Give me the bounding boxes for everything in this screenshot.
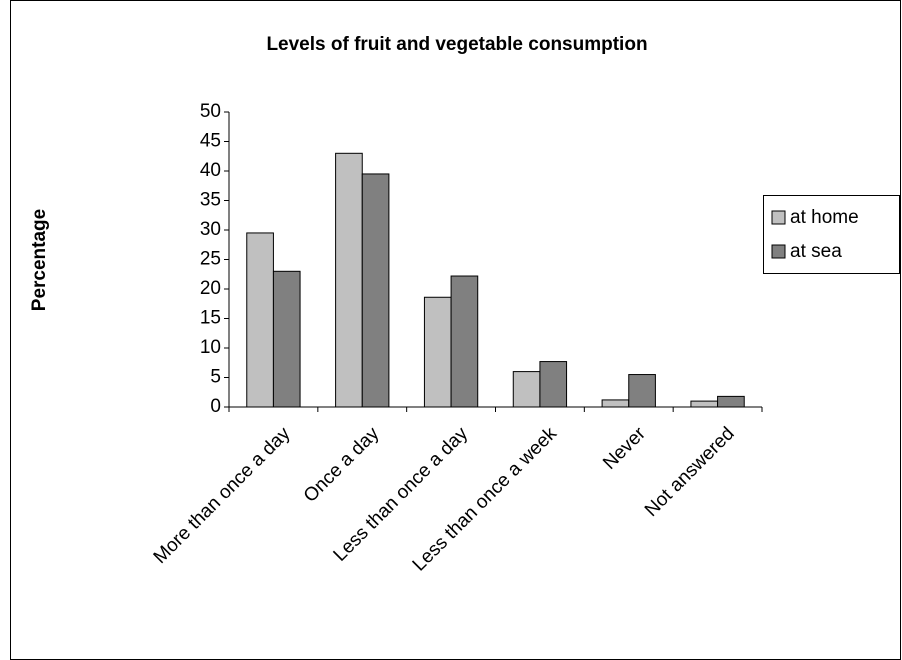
legend-swatch <box>771 210 786 225</box>
y-tick-label: 35 <box>200 190 221 211</box>
y-tick-label: 30 <box>200 219 221 240</box>
y-tick-label: 15 <box>200 308 221 329</box>
chart-title: Levels of fruit and vegetable consumptio… <box>266 34 647 55</box>
bar <box>272 270 301 408</box>
bar <box>717 395 745 408</box>
y-tick-label: 10 <box>200 337 221 358</box>
legend-label: at sea <box>790 241 842 262</box>
y-tick-label: 50 <box>200 101 221 122</box>
bar <box>601 399 630 408</box>
legend-swatch <box>771 244 786 259</box>
y-tick-label: 40 <box>200 160 221 181</box>
bar <box>361 173 390 408</box>
legend-box <box>763 195 900 274</box>
bar <box>246 232 274 408</box>
bar <box>450 275 479 408</box>
bar <box>539 361 568 408</box>
y-axis-label: Percentage <box>29 209 50 311</box>
bar <box>335 152 363 408</box>
y-tick-label: 5 <box>210 367 221 388</box>
bar <box>628 374 656 408</box>
y-tick-label: 45 <box>200 131 221 152</box>
bar <box>512 371 541 408</box>
y-tick-label: 25 <box>200 249 221 270</box>
bar <box>423 296 452 408</box>
y-tick-label: 0 <box>210 396 221 417</box>
bar <box>690 400 719 408</box>
y-tick-label: 20 <box>200 278 221 299</box>
legend-label: at home <box>790 207 859 228</box>
